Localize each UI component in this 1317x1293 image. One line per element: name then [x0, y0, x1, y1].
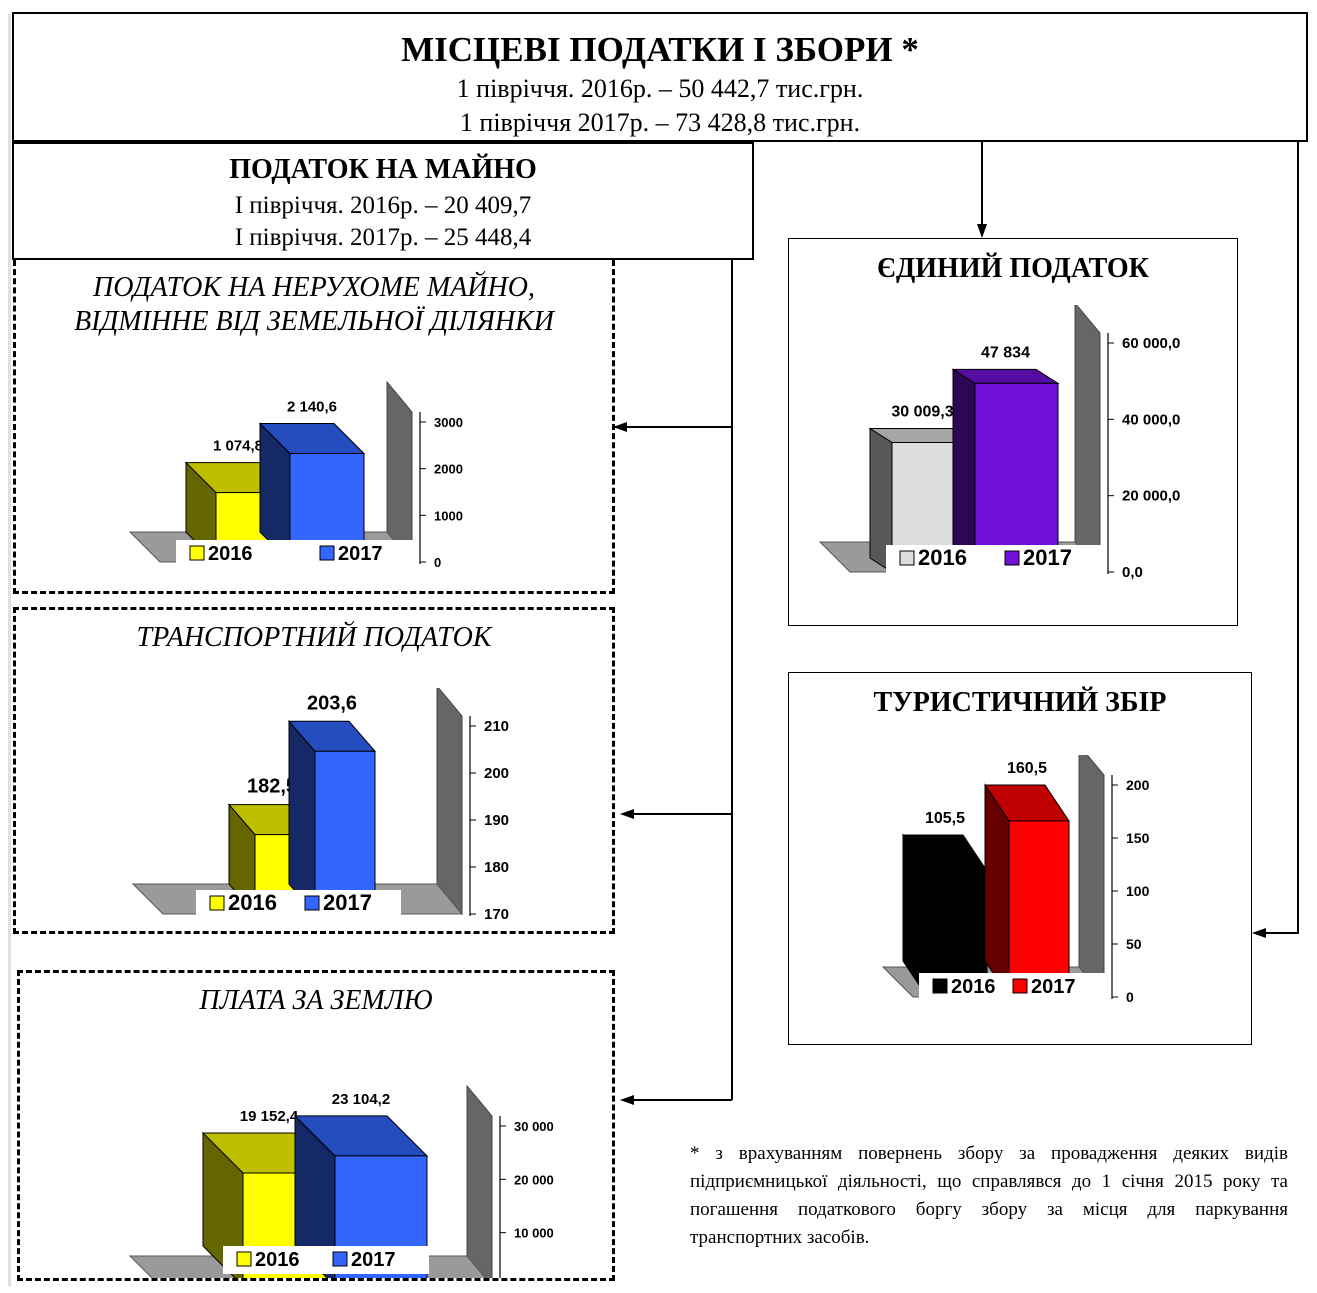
realestate-legend-label-1: 2017: [338, 543, 383, 565]
main-title: МІСЦЕВІ ПОДАТКИ І ЗБОРИ *: [401, 30, 919, 69]
realestate-legend-swatch-1: [319, 545, 335, 561]
realestate-back-wall: [386, 380, 413, 564]
tourist-legend-swatch-0: [932, 978, 948, 994]
land-tick-label: 20 000: [514, 1172, 554, 1187]
tourist-tax-title: ТУРИСТИЧНИЙ ЗБІР: [873, 687, 1167, 718]
transport-legend-bg: [196, 890, 401, 918]
realestate-title-line-2: ВІДМІННЕ ВІД ЗЕМЕЛЬНОЇ ДІЛЯНКИ: [74, 306, 554, 337]
single-legend-label-1: 2017: [1023, 545, 1072, 570]
property-line-2016: І півріччя. 2016р. – 20 409,7: [234, 192, 532, 219]
tourist-tick-label: 0: [1126, 989, 1134, 1005]
realestate-tick-label: 1000: [434, 508, 463, 523]
single-tax-title: ЄДИНИЙ ПОДАТОК: [877, 253, 1149, 284]
single-tick-label: 40 000,0: [1122, 411, 1180, 428]
tourist-bar-side-1: [984, 783, 1010, 999]
land-legend-label-0: 2016: [255, 1249, 300, 1271]
tourist-bar-1: [1008, 820, 1070, 998]
tourist-legend-swatch-1: [1012, 978, 1028, 994]
single-legend-swatch-0: [899, 550, 915, 566]
realestate-legend-label-0: 2016: [208, 543, 253, 565]
property-line-2017: І півріччя. 2017р. – 25 448,4: [234, 224, 532, 251]
transport-legend-swatch-1: [304, 895, 320, 911]
transport-value-label-1: 203,6: [307, 692, 357, 714]
main-header-box: МІСЦЕВІ ПОДАТКИ І ЗБОРИ * 1 півріччя. 20…: [12, 12, 1308, 142]
realestate-chart: 0 1000 2000 3000 1 074,8 2 140,6 2016 2017: [128, 380, 463, 570]
tourist-tick-label: 200: [1126, 777, 1150, 793]
footnote: * з врахуванням повернень збору за прова…: [690, 1143, 1288, 1248]
land-legend-swatch-1: [332, 1251, 348, 1267]
transport-back-wall: [436, 688, 463, 916]
realestate-title-line-1: ПОДАТОК НА НЕРУХОМЕ МАЙНО,: [92, 272, 535, 303]
land-legend-label-1: 2017: [351, 1249, 396, 1271]
tourist-tax-chart: 0 50 100 150 200 105,5 160,5 2016 2017: [881, 755, 1150, 1005]
single-tick-label: 0,0: [1122, 564, 1143, 581]
single-value-label-1: 47 834: [981, 344, 1030, 361]
land-tick-label: 30 000: [514, 1119, 554, 1134]
land-title: ПЛАТА ЗА ЗЕМЛЮ: [199, 985, 433, 1016]
land-tick-label: 10 000: [514, 1226, 554, 1241]
transport-title: ТРАНСПОРТНИЙ ПОДАТОК: [136, 622, 492, 653]
tourist-back-wall: [1078, 755, 1105, 999]
transport-tick-label: 190: [484, 812, 509, 829]
single-legend-bg: [886, 545, 1101, 573]
land-value-label-0: 19 152,4: [240, 1108, 299, 1125]
single-legend-label-0: 2016: [918, 545, 967, 570]
single-tick-label: 20 000,0: [1122, 488, 1180, 505]
single-tick-label: 60 000,0: [1122, 335, 1180, 352]
tourist-value-label-0: 105,5: [925, 810, 965, 827]
connector-arrow-tourist: [1252, 142, 1299, 938]
land-back-wall: [466, 1084, 493, 1278]
single-bar-side-1: [952, 368, 976, 573]
page-left-border: [8, 14, 11, 1286]
tourist-tick-label: 50: [1126, 936, 1142, 952]
realestate-tick-label: 0: [434, 555, 441, 570]
realestate-legend-swatch-0: [189, 545, 205, 561]
transport-value-label-0: 182,5: [247, 776, 297, 798]
property-title: ПОДАТОК НА МАЙНО: [229, 154, 537, 185]
land-value-label-1: 23 104,2: [332, 1091, 390, 1108]
realestate-value-label-0: 1 074,8: [213, 438, 263, 455]
transport-tick-label: 170: [484, 906, 509, 923]
transport-legend-label-1: 2017: [323, 890, 372, 915]
transport-legend-swatch-0: [209, 895, 225, 911]
realestate-legend-bg: [176, 540, 416, 568]
single-bar-1: [974, 382, 1059, 573]
tourist-legend-label-0: 2016: [951, 976, 996, 998]
single-value-label-0: 30 009,3: [891, 403, 953, 420]
land-legend-swatch-0: [236, 1251, 252, 1267]
single-back-wall: [1074, 305, 1101, 574]
property-tax-box: ПОДАТОК НА МАЙНО І півріччя. 2016р. – 20…: [12, 142, 754, 260]
land-legend-bg: [223, 1246, 429, 1274]
transport-tick-label: 180: [484, 859, 509, 876]
transport-bar-side-1: [288, 719, 316, 916]
tourist-tick-label: 100: [1126, 883, 1150, 899]
transport-legend-label-0: 2016: [228, 890, 277, 915]
realestate-tick-label: 2000: [434, 462, 463, 477]
main-line-2017: 1 півріччя 2017р. – 73 428,8 тис.грн.: [459, 108, 861, 137]
single-legend-swatch-1: [1004, 550, 1020, 566]
realestate-value-label-1: 2 140,6: [287, 399, 337, 416]
tourist-tick-label: 150: [1126, 830, 1150, 846]
single-tax-chart: 0,0 20 000,0 40 000,0 60 000,0 30 009,3 47 83…: [818, 305, 1180, 581]
tourist-value-label-1: 160,5: [1007, 760, 1047, 777]
transport-chart: 170 180 190 200 210 182,5 203,6 2016 2017: [131, 688, 509, 923]
transport-tick-label: 200: [484, 765, 509, 782]
tourist-legend-label-1: 2017: [1031, 976, 1076, 998]
realestate-tick-label: 3000: [434, 415, 463, 430]
transport-tick-label: 210: [484, 718, 509, 735]
main-line-2016: 1 півріччя. 2016р. – 50 442,7 тис.грн.: [456, 74, 864, 103]
